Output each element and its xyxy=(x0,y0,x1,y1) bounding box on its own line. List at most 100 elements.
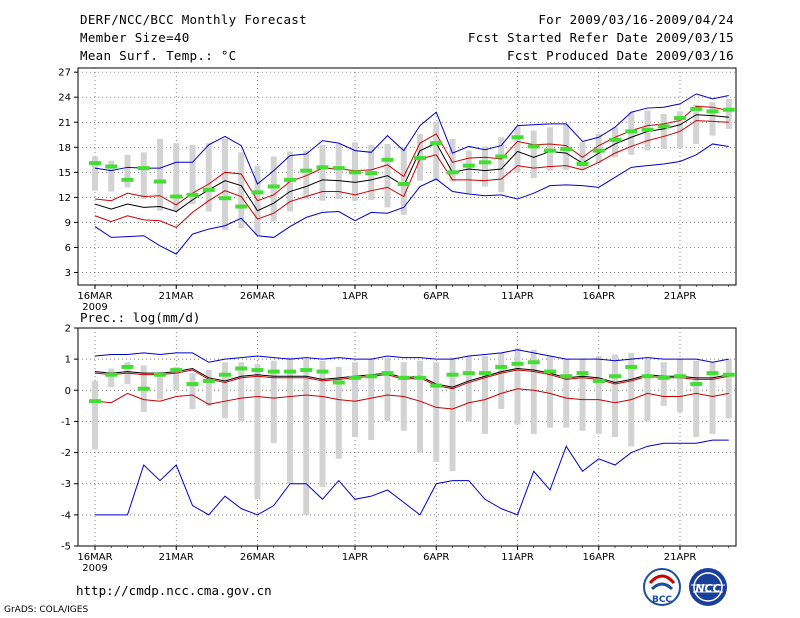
temp-observed-mean-mark xyxy=(430,141,443,146)
temp-observed-mean-mark xyxy=(414,156,426,161)
temp-observed-bar xyxy=(335,143,342,200)
temp-ytick-label: 24 xyxy=(58,93,71,104)
temperature-panel-title: Mean Surf. Temp.: °C xyxy=(80,48,237,63)
prec-observed-bar xyxy=(677,359,683,413)
ncc-logo-icon: NCC xyxy=(689,568,727,606)
source-url[interactable]: http://cmdp.ncc.cma.gov.cn xyxy=(76,583,272,598)
temp-observed-bar xyxy=(108,160,115,192)
prec-observed-bar xyxy=(725,359,732,419)
prec-observed-mean-mark xyxy=(641,374,654,379)
prec-observed-bar xyxy=(335,366,342,459)
temp-observed-mean-mark xyxy=(202,187,215,192)
temp-observed-bar xyxy=(205,143,212,212)
bcc-logo-icon: BCC xyxy=(643,568,681,606)
prec-observed-mean-mark xyxy=(284,369,296,374)
fcst-produced-date: Fcst Produced Date 2009/03/16 xyxy=(507,48,734,63)
bcc-logo-text: BCC xyxy=(652,595,672,605)
temp-observed-bar xyxy=(595,133,602,164)
temp-ytick-label: 3 xyxy=(65,268,71,279)
prec-observed-bar xyxy=(465,356,472,422)
prec-xtick-label: 16MAR xyxy=(77,552,112,563)
prec-observed-bar xyxy=(157,371,163,400)
prec-observed-bar xyxy=(449,357,456,472)
temp-observed-mean-mark xyxy=(527,144,540,149)
prec-observed-bar xyxy=(238,362,245,422)
prec-observed-bar xyxy=(303,359,310,515)
prec-observed-bar xyxy=(270,360,277,444)
temp-observed-mean-mark xyxy=(219,196,231,201)
prec-xtick-label: 26MAR xyxy=(240,552,275,563)
temp-observed-bar xyxy=(433,122,440,181)
prec-observed-mean-mark xyxy=(674,374,686,379)
prec-observed-mean-mark xyxy=(186,382,199,387)
prec-series-max xyxy=(94,349,729,363)
temp-observed-bar xyxy=(140,152,147,200)
temp-observed-mean-mark xyxy=(576,161,589,166)
temp-observed-bar xyxy=(563,123,570,170)
temp-observed-mean-mark xyxy=(332,166,345,171)
temp-observed-bar xyxy=(319,144,326,201)
temp-observed-mean-mark xyxy=(722,107,735,112)
temp-series-mean-minus-std xyxy=(94,120,729,228)
temp-observed-mean-mark xyxy=(397,182,410,187)
prec-series-lowest xyxy=(95,439,729,516)
prec-observed-bar xyxy=(433,362,440,462)
prec-observed-mean-mark xyxy=(625,364,638,369)
temp-ytick-label: 12 xyxy=(58,193,71,204)
temp-observed-mean-mark xyxy=(170,194,183,199)
prec-observed-mean-mark xyxy=(105,372,118,377)
prec-observed-bar xyxy=(417,360,423,453)
temp-observed-bar xyxy=(465,150,472,194)
temp-ytick-label: 15 xyxy=(58,168,71,179)
prec-observed-bar xyxy=(189,373,196,409)
temp-observed-bar xyxy=(238,152,245,229)
chart-title: DERF/NCC/BCC Monthly Forecast xyxy=(80,12,307,27)
prec-observed-bar xyxy=(514,348,521,425)
prec-observed-mean-mark xyxy=(89,399,101,404)
fcst-started-date: Fcst Started Refer Date 2009/03/15 xyxy=(467,30,734,45)
ncc-logo-text: NCC xyxy=(695,582,720,595)
prec-observed-bar xyxy=(693,360,700,437)
temp-observed-mean-mark xyxy=(446,170,459,175)
temp-observed-mean-mark xyxy=(592,148,605,153)
prec-observed-mean-mark xyxy=(414,375,426,380)
prec-observed-bar xyxy=(547,356,553,428)
temp-observed-bar xyxy=(173,143,180,211)
temp-observed-mean-mark xyxy=(657,124,670,129)
prec-series-mean-band xyxy=(94,369,729,390)
temp-observed-mean-mark xyxy=(284,177,296,182)
prec-xtick-label: 11APR xyxy=(501,552,534,563)
prec-observed-mean-mark xyxy=(219,372,231,377)
temp-observed-bar xyxy=(449,138,456,182)
logos: BCC NCC xyxy=(643,568,727,606)
prec-observed-mean-mark xyxy=(251,368,264,373)
prec-observed-mean-mark xyxy=(462,371,475,376)
prec-ytick-label: 0 xyxy=(65,386,71,397)
temp-observed-mean-mark xyxy=(511,135,524,140)
prec-observed-mean-mark xyxy=(609,374,621,379)
temp-xtick-label: 16MAR xyxy=(77,291,112,302)
prec-observed-bar xyxy=(222,362,228,419)
prec-ytick-label: -3 xyxy=(61,479,71,490)
prec-observed-bar xyxy=(498,352,505,409)
temp-ytick-label: 27 xyxy=(58,68,71,79)
prec-observed-bar xyxy=(173,366,180,391)
precip-panel-title: Prec.: log(mm/d) xyxy=(80,310,200,325)
temp-ytick-label: 18 xyxy=(58,143,71,154)
temp-observed-bar xyxy=(612,127,618,158)
prec-observed-bar xyxy=(482,356,488,434)
temp-xtick-label: 6APR xyxy=(423,291,449,302)
temp-series-upper-max xyxy=(94,93,729,185)
prec-xtick-label: 16APR xyxy=(582,552,615,563)
prec-observed-mean-mark xyxy=(446,372,459,377)
prec-observed-bar xyxy=(92,380,98,450)
prec-observed-bar xyxy=(709,362,716,434)
prec-observed-bar xyxy=(644,359,651,422)
temp-observed-mean-mark xyxy=(381,157,394,162)
temp-observed-mean-mark xyxy=(641,127,654,132)
temp-observed-mean-mark xyxy=(674,116,686,121)
temp-observed-mean-mark xyxy=(560,146,573,151)
prec-observed-mean-mark xyxy=(560,374,573,379)
temp-observed-mean-mark xyxy=(495,154,508,159)
